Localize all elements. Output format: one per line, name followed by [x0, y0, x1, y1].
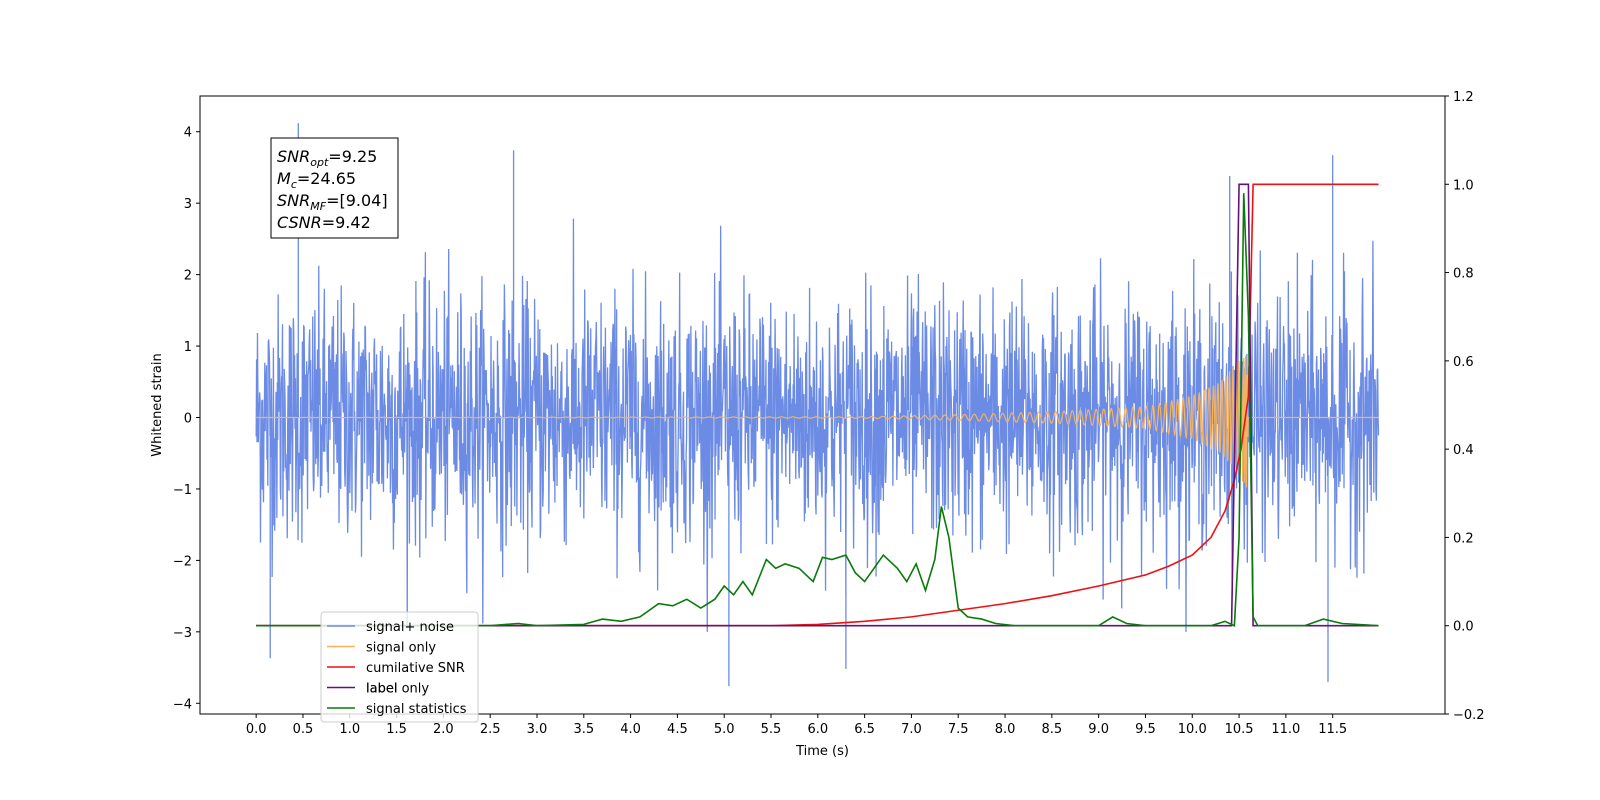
- annotation-line: Mc=24.65: [277, 169, 356, 191]
- x-tick-label: 5.5: [761, 722, 782, 737]
- y-tick-label: 1: [184, 340, 192, 355]
- legend-entry: label only: [366, 682, 429, 697]
- y2-tick-label: 0.2: [1453, 531, 1474, 546]
- x-tick-label: 9.5: [1135, 722, 1156, 737]
- x-tick-label: 5.0: [714, 722, 735, 737]
- x-tick-label: 11.0: [1271, 722, 1300, 737]
- y2-tick-label: 0.8: [1453, 267, 1474, 282]
- y-tick-label: 3: [184, 197, 192, 212]
- y-tick-label: 0: [184, 412, 192, 427]
- y-axis-label: Whitened strain: [150, 353, 165, 456]
- annotation-value: =24.65: [297, 169, 356, 188]
- x-axis-label: Time (s): [795, 744, 849, 759]
- annotation-line: SNRMF=[9.04]: [277, 191, 388, 213]
- x-axis-ticks: 0.0 0.5 1.0 1.5 2.0 2.5 3.0 3.5 4.0 4.5 5.0 5.5 6.0 6…: [246, 714, 1347, 737]
- x-tick-label: 11.5: [1318, 722, 1347, 737]
- x-tick-label: 0.5: [293, 722, 314, 737]
- y2-tick-label: 0.6: [1453, 355, 1474, 370]
- annotation-symbol: SNR: [277, 191, 310, 210]
- x-tick-label: 10.0: [1178, 722, 1207, 737]
- y2-tick-label: 0.4: [1453, 443, 1474, 458]
- legend-entry: cumilative SNR: [366, 661, 465, 676]
- y2-tick-label: 1.0: [1453, 178, 1474, 193]
- y-tick-label: −1: [173, 483, 192, 498]
- legend-entry: signal+ noise: [366, 620, 454, 635]
- legend-entry: signal only: [366, 641, 436, 656]
- legend: signal+ noise signal only cumilative SNR la…: [320, 611, 479, 723]
- annotation-value: =9.42: [322, 213, 371, 232]
- annotation-subscript: c: [291, 178, 297, 191]
- x-tick-label: 10.5: [1225, 722, 1254, 737]
- legend-frame: [320, 611, 479, 723]
- annotation-symbol: M: [277, 169, 291, 188]
- x-tick-label: 2.5: [480, 722, 501, 737]
- y2-tick-label: 1.2: [1453, 90, 1474, 105]
- plot-frame: [199, 95, 1446, 715]
- y2-tick-label: 0.0: [1453, 620, 1474, 635]
- x-tick-label: 4.0: [620, 722, 641, 737]
- x-tick-label: 3.0: [527, 722, 548, 737]
- x-tick-label: 7.0: [901, 722, 922, 737]
- x-tick-label: 1.0: [339, 722, 360, 737]
- y-axis-ticks: −4 −3 −2 −1 0 1 2 3 4: [173, 126, 200, 712]
- annotation-subscript: MF: [310, 200, 326, 213]
- series-layer: [255, 123, 1380, 687]
- x-tick-label: 3.5: [573, 722, 594, 737]
- annotation-line: CSNR=9.42: [277, 213, 371, 232]
- annotation-value: =9.25: [328, 147, 377, 166]
- x-tick-label: 8.0: [995, 722, 1016, 737]
- series-signal-only: [256, 355, 1379, 488]
- x-tick-label: 6.5: [854, 722, 875, 737]
- y2-tick-label: −0.2: [1453, 708, 1485, 723]
- x-tick-label: 1.5: [386, 722, 407, 737]
- annotation-symbol: CSNR: [277, 213, 322, 232]
- annotation-line: SNRopt=9.25: [277, 147, 377, 169]
- x-tick-label: 2.0: [433, 722, 454, 737]
- x-tick-label: 8.5: [1041, 722, 1062, 737]
- annotation-subscript: opt: [310, 156, 329, 169]
- y-tick-label: −4: [173, 697, 192, 712]
- y-tick-label: −3: [173, 626, 192, 641]
- series-signal-statistics: [256, 193, 1379, 627]
- annotation-value: =[9.04]: [326, 191, 388, 210]
- y2-axis-ticks: −0.2 0.0 0.2 0.4 0.6 0.8 1.0 1.2: [1445, 90, 1485, 723]
- series-signal-noise: [255, 123, 1380, 687]
- x-tick-label: 4.5: [667, 722, 688, 737]
- legend-entry: label: [366, 682, 397, 697]
- annotation-symbol: SNR: [277, 147, 310, 166]
- annotation-frame: [270, 137, 399, 239]
- x-tick-label: 0.0: [246, 722, 267, 737]
- legend-entry: signal statistics: [366, 702, 467, 717]
- y-tick-label: 4: [184, 126, 192, 141]
- y-tick-label: −2: [173, 554, 192, 569]
- x-tick-label: 9.0: [1088, 722, 1109, 737]
- y-tick-label: 2: [184, 269, 192, 284]
- x-tick-label: 7.5: [948, 722, 969, 737]
- x-tick-label: 6.0: [807, 722, 828, 737]
